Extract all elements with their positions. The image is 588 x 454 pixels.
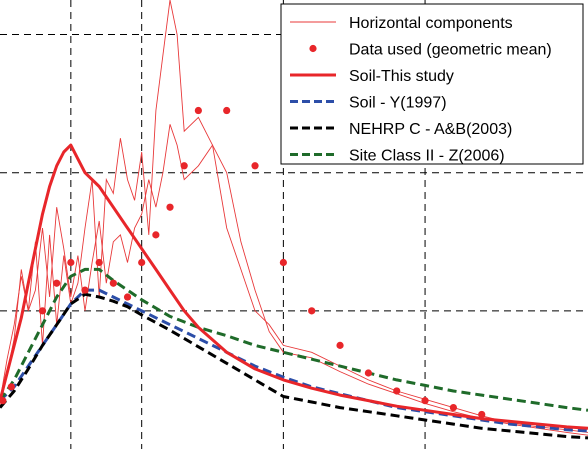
data-point bbox=[0, 397, 7, 405]
horizontal-component-line bbox=[0, 124, 588, 436]
data-point bbox=[138, 258, 146, 267]
data-point bbox=[421, 397, 429, 405]
legend: Horizontal components Data used (geometri… bbox=[280, 3, 584, 165]
legend-label: Horizontal components bbox=[349, 15, 513, 32]
data-point bbox=[478, 410, 486, 419]
horizontal-components bbox=[0, 0, 588, 436]
data-point bbox=[67, 258, 75, 267]
legend-label: NEHRP C - A&B(2003) bbox=[349, 121, 512, 138]
data-point bbox=[7, 383, 15, 391]
data-point bbox=[152, 231, 160, 239]
nehrp-ab2003-line bbox=[0, 292, 588, 440]
data-point bbox=[38, 307, 47, 315]
data-point bbox=[308, 307, 316, 315]
data-point bbox=[53, 279, 61, 287]
data-point bbox=[449, 403, 457, 412]
series-lines bbox=[0, 143, 588, 440]
data-point bbox=[336, 341, 344, 349]
data-points bbox=[0, 106, 486, 419]
data-point bbox=[180, 162, 188, 170]
data-point bbox=[166, 203, 174, 211]
data-point bbox=[123, 293, 132, 301]
data-point bbox=[223, 106, 231, 115]
data-point bbox=[194, 106, 202, 115]
data-point bbox=[393, 387, 401, 395]
site-class-ii-z2006-line bbox=[0, 267, 588, 412]
data-point bbox=[279, 258, 287, 267]
data-point bbox=[95, 258, 103, 267]
data-point bbox=[81, 286, 89, 294]
data-point bbox=[364, 369, 372, 377]
legend-label: Site Class II - Z(2006) bbox=[349, 148, 505, 165]
soil-this-study-line bbox=[0, 143, 588, 430]
legend-label: Soil-This study bbox=[349, 68, 454, 85]
legend-marker bbox=[309, 44, 317, 53]
legend-label: Data used (geometric mean) bbox=[349, 42, 552, 59]
data-point bbox=[251, 162, 259, 170]
data-point bbox=[109, 279, 117, 287]
legend-box bbox=[280, 3, 584, 165]
legend-label: Soil - Y(1997) bbox=[349, 95, 447, 112]
